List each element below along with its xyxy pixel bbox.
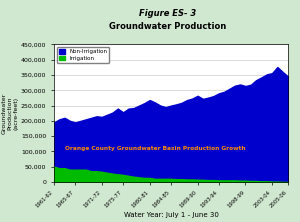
X-axis label: Water Year: July 1 - June 30: Water Year: July 1 - June 30	[124, 212, 218, 218]
Legend: Non-Irrigation, Irrigation: Non-Irrigation, Irrigation	[57, 47, 109, 63]
Text: Figure ES- 3: Figure ES- 3	[140, 8, 196, 18]
Text: Groundwater Production: Groundwater Production	[110, 22, 226, 31]
Text: Orange County Groundwater Basin Production Growth: Orange County Groundwater Basin Producti…	[64, 146, 245, 151]
Y-axis label: Groundwater
Production
(acre-feet): Groundwater Production (acre-feet)	[2, 93, 18, 134]
